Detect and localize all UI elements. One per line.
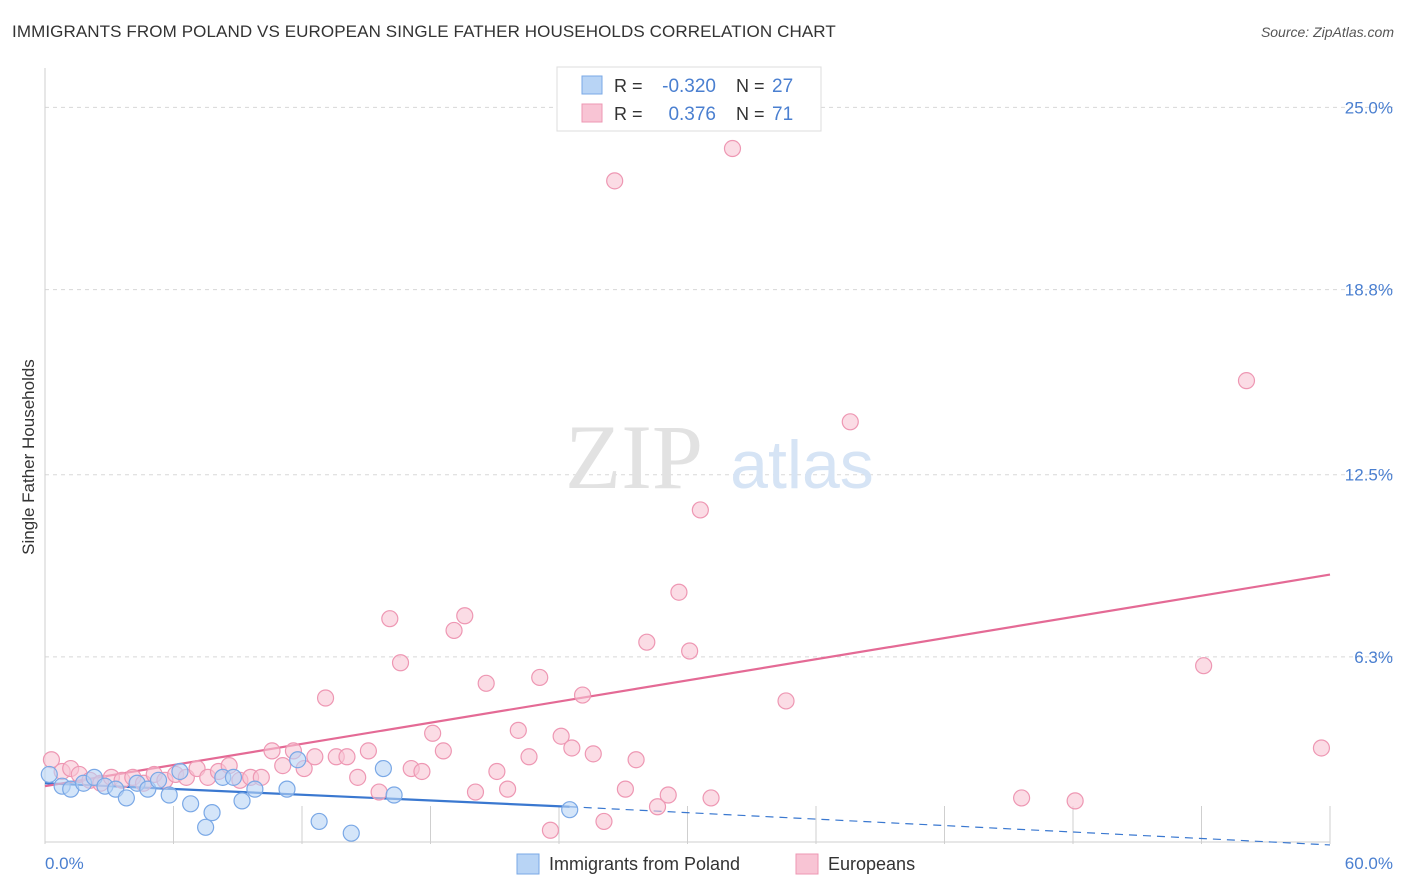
point-poland xyxy=(385,786,403,804)
x-tick-label: 60.0% xyxy=(1345,854,1393,873)
point-europeans xyxy=(349,768,367,786)
point-europeans xyxy=(659,786,677,804)
point-europeans xyxy=(616,780,634,798)
point-poland xyxy=(561,801,579,819)
point-europeans xyxy=(1312,739,1331,757)
legend-n-label-poland: N = xyxy=(736,76,765,96)
legend-n-value-europe: 71 xyxy=(772,104,793,125)
point-europeans xyxy=(359,742,377,760)
point-europeans xyxy=(381,610,399,628)
trend-line-poland-extension xyxy=(569,806,1331,846)
point-europeans xyxy=(681,642,699,660)
point-poland xyxy=(160,786,178,804)
point-europeans xyxy=(606,172,624,190)
y-axis-label: Single Father Households xyxy=(19,359,38,555)
point-poland xyxy=(224,768,243,786)
point-europeans xyxy=(648,798,667,816)
point-poland xyxy=(149,771,168,789)
point-poland xyxy=(246,780,264,798)
point-europeans xyxy=(573,686,592,704)
point-europeans xyxy=(477,674,495,692)
point-europeans xyxy=(499,780,517,798)
watermark-zip: ZIP xyxy=(565,406,703,508)
point-europeans xyxy=(777,692,795,710)
point-europeans xyxy=(509,721,527,739)
legend-r-value-poland: -0.320 xyxy=(662,76,716,97)
legend-n-label-europe: N = xyxy=(736,104,765,124)
point-europeans xyxy=(1066,792,1084,810)
point-poland xyxy=(289,751,307,769)
point-europeans xyxy=(670,583,688,601)
point-europeans xyxy=(434,742,452,760)
point-europeans xyxy=(595,812,613,831)
point-europeans xyxy=(338,748,356,766)
legend-swatch-poland xyxy=(581,75,603,95)
point-europeans xyxy=(263,742,281,760)
point-poland xyxy=(342,824,360,842)
point-europeans xyxy=(456,607,474,625)
point-europeans xyxy=(541,821,560,839)
point-poland xyxy=(182,795,200,813)
y-tick-label: 6.3% xyxy=(1354,648,1393,667)
watermark: ZIP atlas xyxy=(565,406,874,508)
point-europeans xyxy=(584,745,602,763)
bottom-legend-swatch-europe xyxy=(795,853,819,875)
series-legend: Immigrants from Poland Europeans xyxy=(516,853,915,875)
point-poland xyxy=(197,818,215,836)
y-tick-label: 18.8% xyxy=(1345,281,1393,300)
point-europeans xyxy=(316,689,335,707)
point-europeans xyxy=(638,633,656,651)
point-poland xyxy=(310,812,328,831)
axes-layer xyxy=(44,68,1331,844)
point-europeans xyxy=(370,783,388,801)
point-europeans xyxy=(445,621,463,640)
point-europeans xyxy=(306,748,324,766)
point-europeans xyxy=(723,139,742,158)
legend-r-value-europe: 0.376 xyxy=(668,104,716,125)
point-europeans xyxy=(691,501,709,519)
watermark-atlas: atlas xyxy=(730,427,874,503)
legend-swatch-europe xyxy=(581,103,603,123)
point-europeans xyxy=(391,654,410,672)
point-poland xyxy=(40,765,58,784)
chart-title: IMMIGRANTS FROM POLAND VS EUROPEAN SINGL… xyxy=(12,22,836,41)
point-europeans xyxy=(1237,372,1256,390)
y-tick-label: 25.0% xyxy=(1345,98,1393,117)
legend-n-value-poland: 27 xyxy=(772,76,793,97)
point-europeans xyxy=(488,762,506,781)
point-europeans xyxy=(520,748,538,766)
point-europeans xyxy=(627,751,645,769)
point-europeans xyxy=(702,789,720,807)
legend-r-label-europe: R = xyxy=(614,104,643,124)
point-poland xyxy=(203,804,221,822)
point-europeans xyxy=(1012,789,1031,807)
point-europeans xyxy=(274,756,292,775)
trend-line-europe xyxy=(44,573,1331,788)
point-poland xyxy=(233,792,251,810)
bottom-legend-swatch-poland xyxy=(516,853,540,875)
point-europeans xyxy=(1195,657,1213,675)
x-tick-label: 0.0% xyxy=(45,854,84,873)
tick-labels: 6.3% 12.5% 18.8% 25.0% 0.0% 60.0% xyxy=(45,98,1393,873)
point-poland xyxy=(374,759,392,778)
point-europeans xyxy=(841,413,859,431)
point-europeans xyxy=(413,762,431,781)
points-layer xyxy=(40,139,1331,842)
point-poland xyxy=(278,780,296,798)
point-poland xyxy=(117,789,135,807)
bottom-legend-label-poland: Immigrants from Poland xyxy=(549,854,740,874)
point-europeans xyxy=(552,727,570,745)
stats-legend: R = -0.320 N = 27 R = 0.376 N = 71 xyxy=(556,66,822,132)
grid-layer xyxy=(45,106,1395,658)
bottom-legend-label-europe: Europeans xyxy=(828,854,915,874)
legend-r-label-poland: R = xyxy=(614,76,643,96)
point-poland xyxy=(171,762,189,781)
y-tick-label: 12.5% xyxy=(1345,466,1393,485)
point-europeans xyxy=(466,783,485,801)
point-europeans xyxy=(531,668,549,687)
point-europeans xyxy=(424,724,442,742)
point-europeans xyxy=(563,739,581,757)
source-credit: Source: ZipAtlas.com xyxy=(1260,24,1394,40)
